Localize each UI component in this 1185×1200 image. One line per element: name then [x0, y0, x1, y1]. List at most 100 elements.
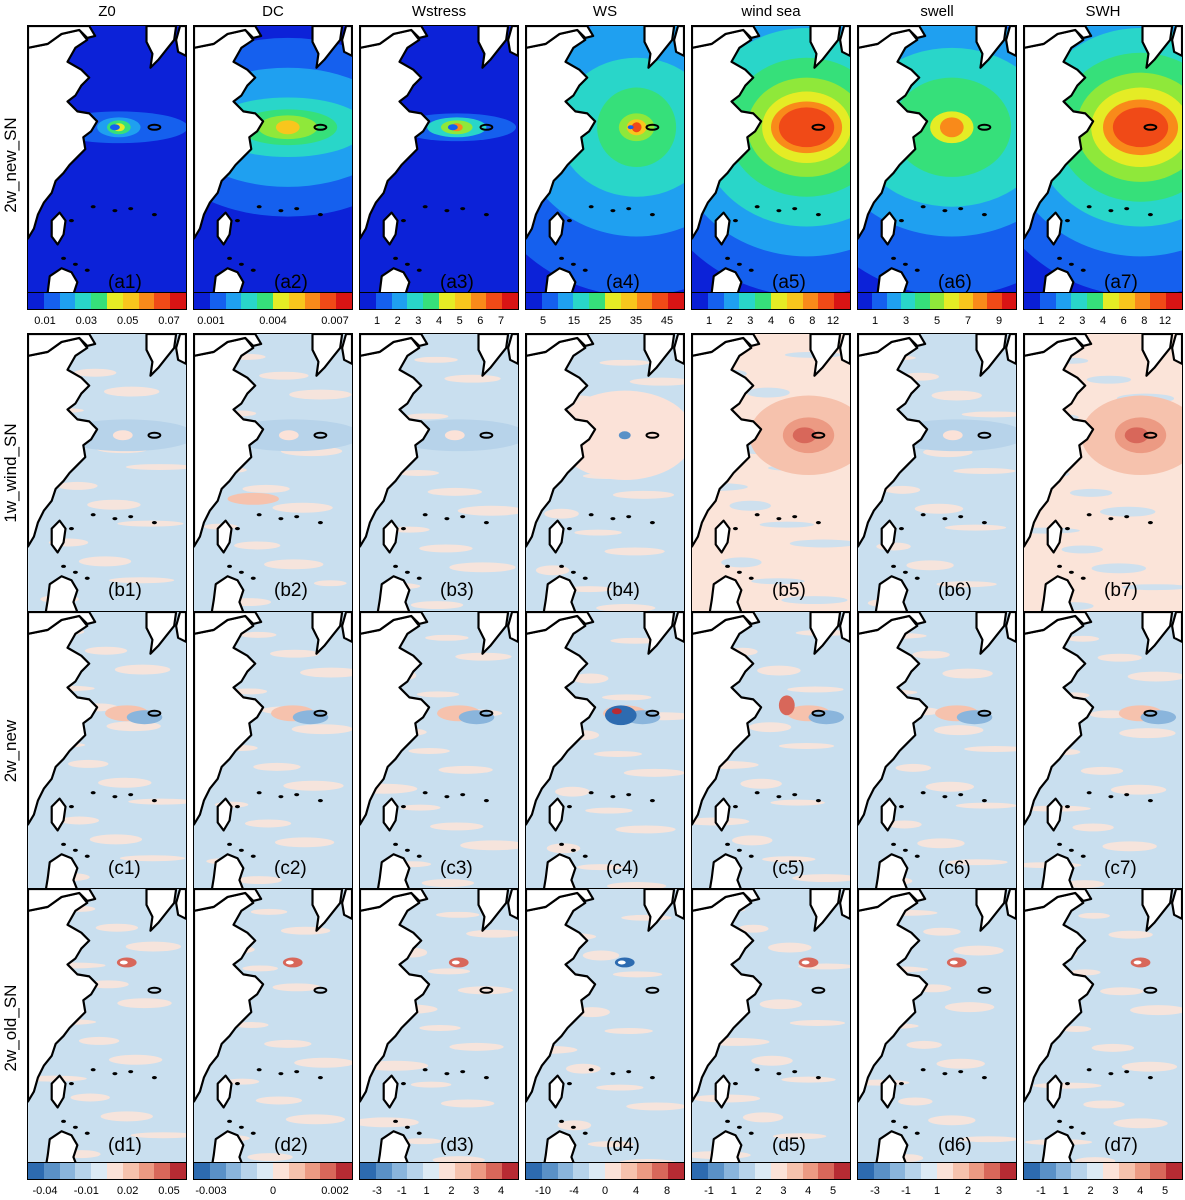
contour-band: [275, 120, 300, 135]
island-dot: [736, 262, 742, 266]
island-dot: [610, 517, 616, 521]
island-dot: [128, 207, 134, 211]
colorbar-segment: [872, 293, 887, 309]
map-svg: [360, 612, 518, 890]
colorbar: [27, 292, 187, 310]
island-dot: [626, 207, 632, 211]
japan-land: [341, 889, 352, 920]
colorbar-segment: [1102, 293, 1119, 309]
row-label: 1w_wind_SN: [1, 423, 20, 523]
noise-patch: [84, 646, 128, 655]
noise-patch: [602, 694, 652, 701]
korea-land: [311, 612, 344, 655]
anomaly-region: [126, 710, 163, 725]
colorbar-segment: [604, 1163, 621, 1179]
colorbar-tick-label: 4: [767, 315, 775, 327]
island-dot: [294, 207, 300, 211]
mainland-china-land: [360, 28, 431, 240]
colorbar-tick-label: 0.03: [75, 315, 98, 327]
land-group: [360, 612, 518, 890]
colorbar: [193, 1162, 353, 1180]
island-dot: [151, 799, 157, 803]
noise-patch: [596, 604, 656, 612]
map-panel: (a1): [27, 25, 187, 305]
taiwan-land: [880, 1074, 897, 1109]
colorbar-tick-label: 4: [805, 1185, 812, 1197]
noise-patch: [593, 751, 643, 757]
mainland-china-land: [194, 28, 265, 240]
island-dot: [570, 570, 576, 574]
noise-patch: [449, 1042, 504, 1051]
north-coast-land: [858, 334, 927, 357]
island-dot: [920, 513, 926, 517]
colorbar-segment: [470, 293, 487, 309]
taiwan-land: [1046, 1074, 1063, 1109]
colorbar: [1023, 292, 1183, 310]
noise-patch: [259, 371, 309, 380]
noise-patch: [582, 950, 620, 961]
jeju-island: [313, 123, 328, 131]
map-panel: (b7): [1023, 333, 1183, 613]
map-svg: [28, 889, 186, 1167]
japan-land: [1171, 334, 1182, 365]
jeju-island: [1143, 431, 1158, 439]
island-dot: [942, 209, 948, 213]
noise-patch: [1091, 1043, 1135, 1052]
taiwan-land: [50, 797, 67, 832]
land-group: [194, 612, 352, 890]
island-dot: [151, 1076, 157, 1080]
panel-label: (b1): [108, 580, 142, 601]
island-dot: [649, 521, 655, 525]
taiwan-land: [382, 1074, 399, 1109]
noise-patch: [1061, 1026, 1092, 1032]
philippines-land: [542, 575, 577, 612]
island-dot: [748, 854, 754, 858]
noise-patch: [557, 1120, 592, 1131]
island-dot: [68, 805, 74, 809]
noise-patch: [1097, 653, 1143, 662]
noise-patch: [787, 686, 844, 693]
map-panel: (b4): [525, 333, 685, 613]
island-dot: [754, 791, 760, 795]
island-dot: [128, 515, 134, 519]
jeju-island: [313, 709, 328, 717]
korea-land: [145, 612, 178, 655]
storm-eye: [801, 960, 810, 965]
korea-land: [975, 334, 1008, 377]
north-coast-land: [1024, 612, 1093, 635]
colorbar-segment: [288, 293, 305, 309]
land-group: [526, 334, 684, 612]
noise-patch: [1072, 823, 1114, 832]
colorbar-segment: [59, 293, 76, 309]
colorbar: [691, 1162, 851, 1180]
colorbar-segment: [75, 1163, 92, 1179]
taiwan-land: [548, 211, 565, 246]
anomaly-core: [778, 695, 795, 716]
island-dot: [68, 527, 74, 531]
colorbar-segment: [106, 1163, 123, 1179]
colorbar-segment: [668, 293, 684, 309]
island-dot: [483, 521, 489, 525]
island-dot: [317, 521, 323, 525]
philippines-land: [1040, 853, 1075, 890]
colorbar-tick-label: 12: [1158, 315, 1172, 327]
noise-patch: [294, 1057, 352, 1068]
island-dot: [626, 1070, 632, 1074]
korea-land: [311, 889, 344, 932]
noise-patch: [78, 1036, 120, 1045]
colorbar-tick-label: 12: [826, 315, 840, 327]
map-panel: (a5): [691, 25, 851, 305]
island-dot: [416, 854, 422, 858]
colorbar-tick-label: 7: [497, 315, 505, 327]
island-dot: [151, 521, 157, 525]
jeju-island: [811, 123, 826, 131]
island-dot: [1124, 1070, 1130, 1074]
island-dot: [736, 570, 742, 574]
noise-patch: [789, 539, 850, 548]
colorbar-segment: [589, 1163, 605, 1179]
island-dot: [582, 268, 588, 272]
colorbar-segment: [91, 293, 107, 309]
noise-patch: [544, 508, 579, 519]
anomaly-region: [1140, 710, 1177, 725]
panel-label: (d1): [108, 1135, 142, 1156]
